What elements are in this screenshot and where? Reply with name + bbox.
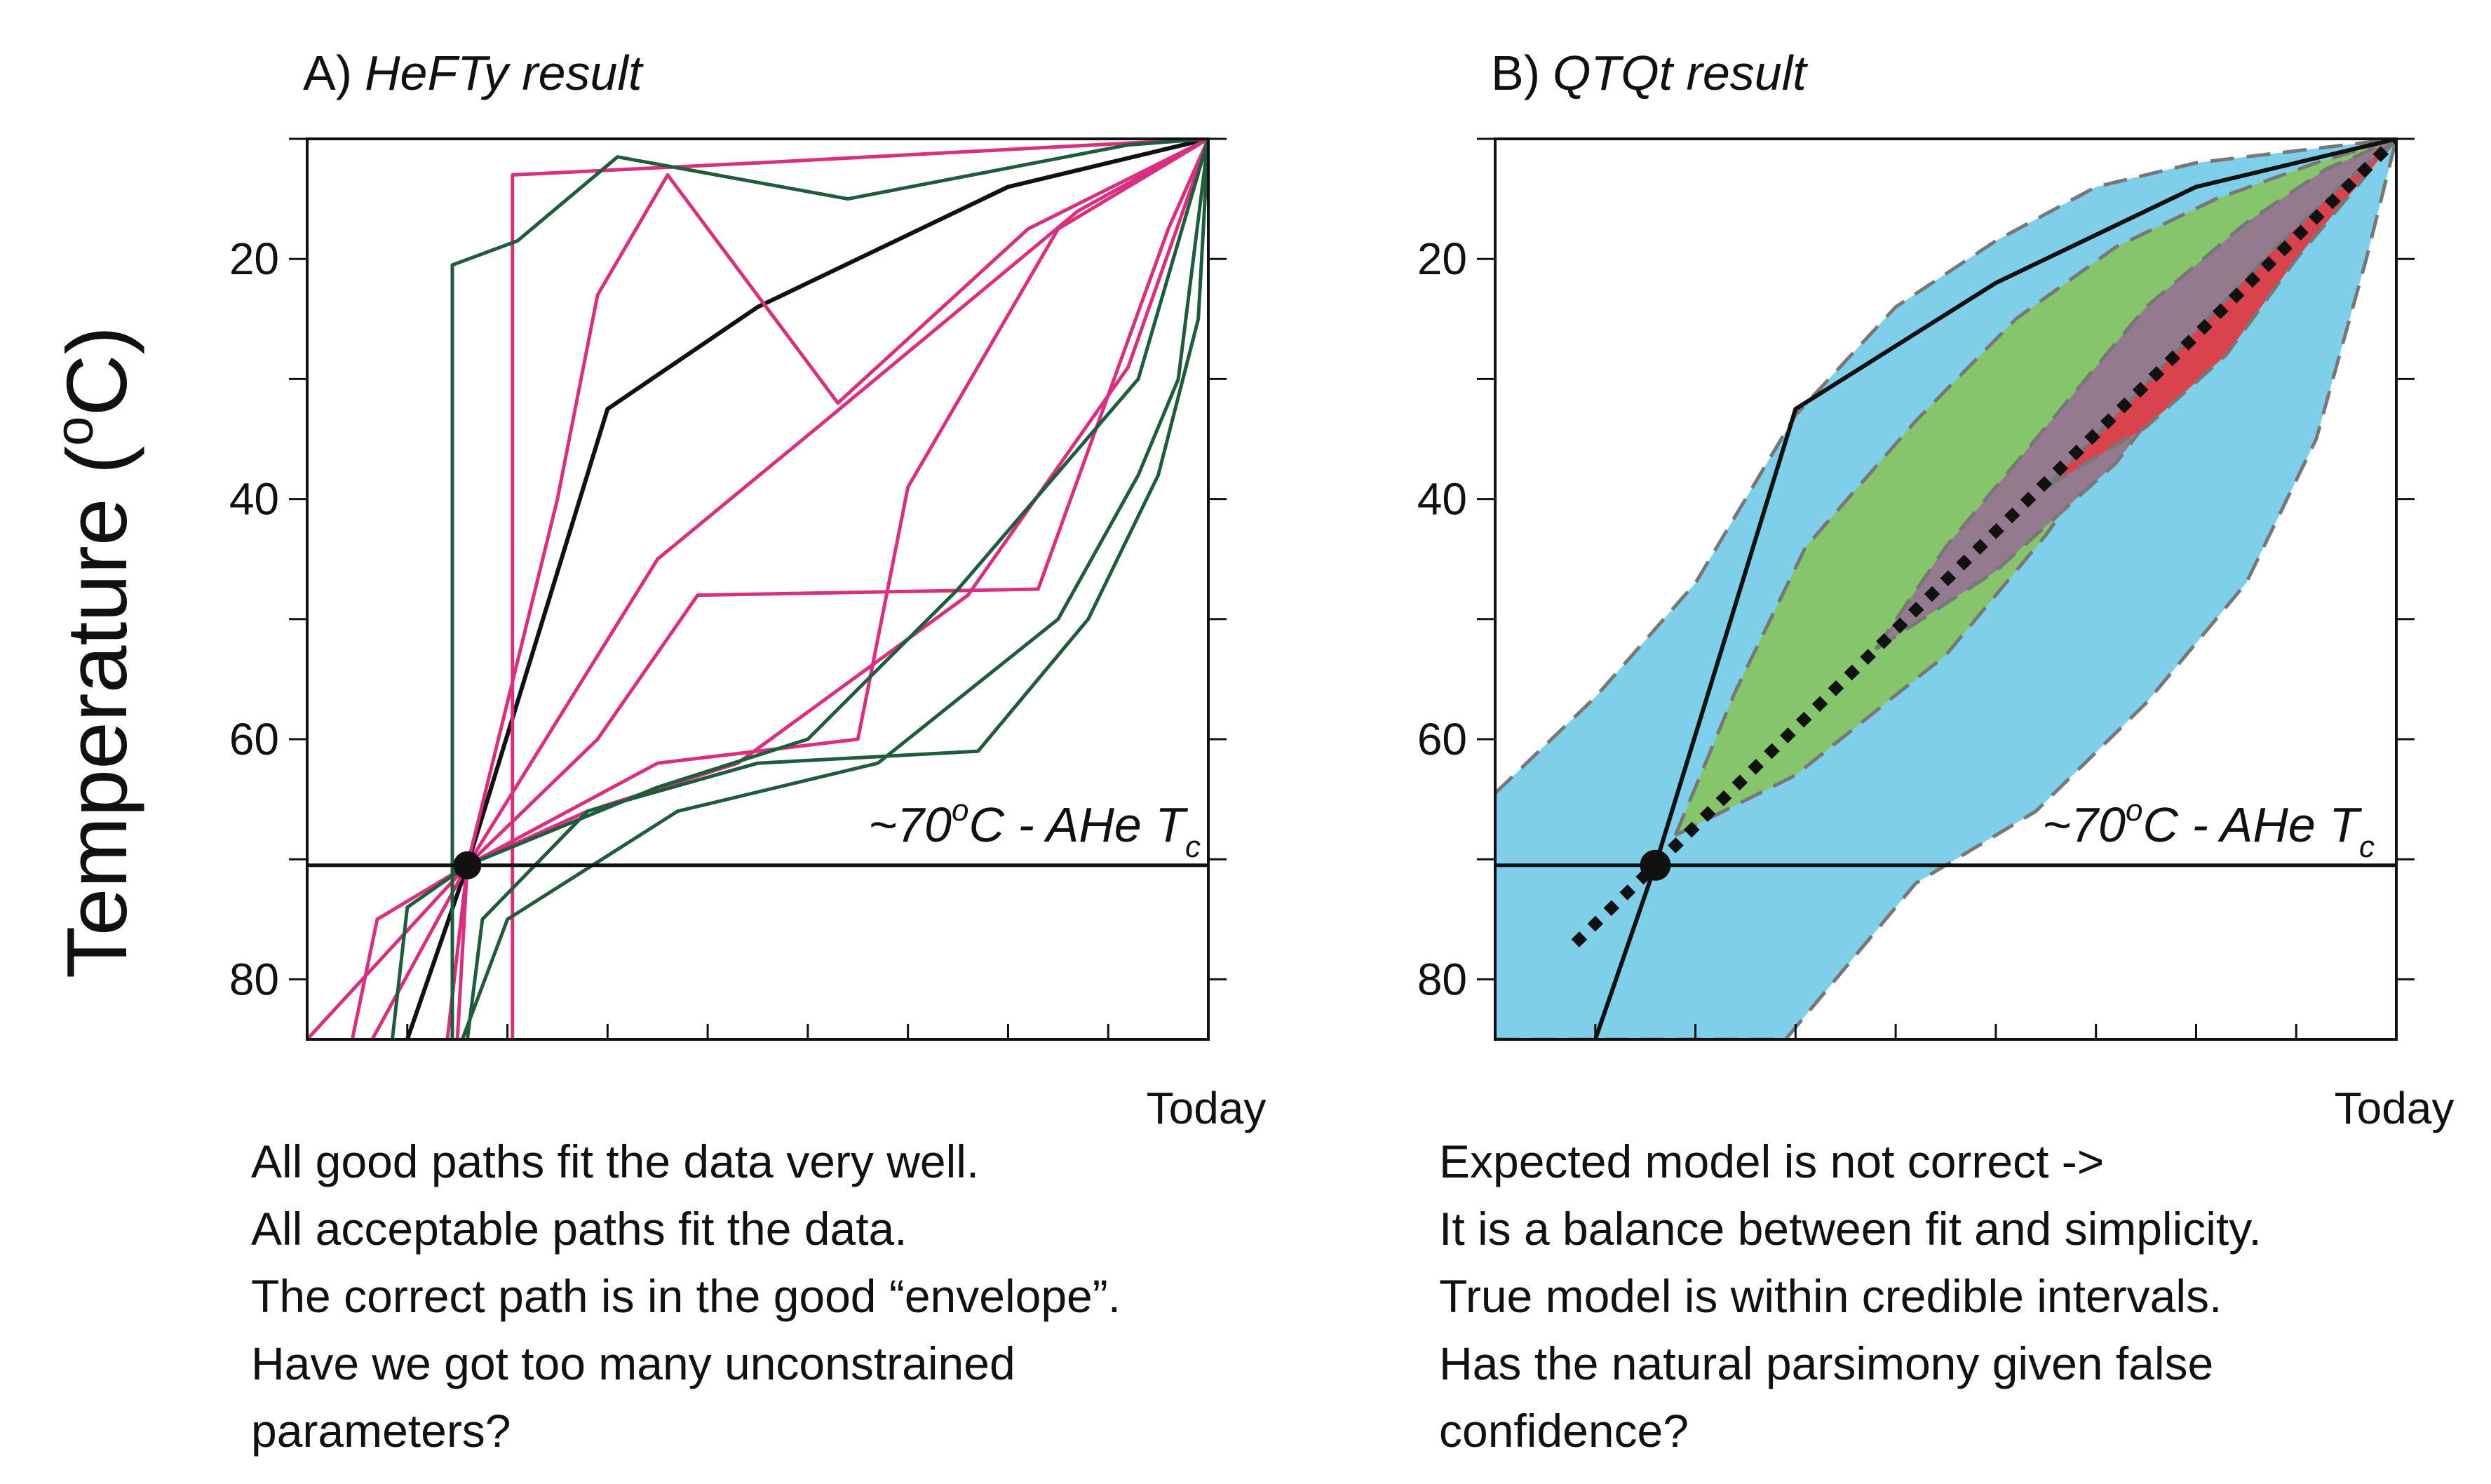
- panel-b-annotation-sub: c: [2359, 830, 2375, 864]
- panel-b-best-fit-interval-lower-bound: [2045, 139, 2396, 489]
- panel-a-y-tick-label: 20: [229, 234, 279, 284]
- panel-a-acceptable-path-1-line: [450, 139, 1208, 1039]
- panel-b-constraint-point: [1640, 849, 1671, 881]
- panel-b-outer-credible-interval-lower-bound: [1495, 139, 2396, 1039]
- panel-b-qtqt: B) QTQt result 20 40 60 80 ~70oC - AHe Tc To…: [1417, 46, 2455, 1133]
- panel-b-frame: [1494, 137, 2398, 1041]
- panel-a-acceptable-path-3-line: [390, 139, 1208, 1039]
- panel-a-acceptable-path-2-line: [465, 139, 1208, 1039]
- panel-b-note: confidence?: [1439, 1405, 1689, 1457]
- panel-a-good-path-5-line: [455, 139, 1208, 1039]
- panel-b-axes: 20 40 60 80: [1417, 137, 2415, 1041]
- y-axis-label-unit: C): [49, 326, 144, 417]
- panel-a-hefty: A) HeFTy result 20 40 60 80 ~70oC - AHe Tc T…: [229, 46, 1267, 1133]
- panel-a-annotation-sub: c: [1185, 830, 1201, 864]
- panel-a-y-tick-label: 40: [229, 474, 279, 525]
- panel-a-annotation-degree: o: [952, 793, 968, 828]
- panel-b-y-tick-label: 80: [1417, 954, 1467, 1004]
- panel-a-note: Have we got too many unconstrained: [251, 1337, 1015, 1389]
- panel-a-note: The correct path is in the good “envelop…: [251, 1270, 1121, 1322]
- panel-b-annotation-mid: C - AHe T: [2142, 797, 2362, 852]
- panel-b-outer-credible-interval-upper-bound: [1495, 139, 2396, 795]
- panel-b-y-tick-label: 40: [1417, 474, 1467, 525]
- panel-a-note: parameters?: [251, 1405, 511, 1457]
- panel-a-plot-area: [307, 139, 1208, 1039]
- panel-a-letter: A): [303, 46, 352, 100]
- panel-b-title-text: QTQt result: [1553, 46, 1808, 100]
- panel-a-axes: 20 40 60 80: [229, 137, 1227, 1041]
- panel-a-constraint-point: [453, 851, 482, 879]
- panel-a-annotation-mid: C - AHe T: [968, 797, 1188, 852]
- panel-a-annotation-prefix: ~70: [868, 797, 952, 852]
- panel-b-plot-area: [1495, 139, 2396, 1039]
- y-axis-label-degree: o: [45, 417, 104, 446]
- panel-b-letter: B): [1491, 46, 1540, 100]
- panel-a-y-tick-label: 80: [229, 954, 279, 1004]
- panel-b-note: It is a balance between fit and simplici…: [1439, 1203, 2262, 1255]
- panel-a-note: All good paths fit the data very well.: [251, 1135, 980, 1187]
- panel-a-annotation: ~70oC - AHe Tc: [868, 793, 1201, 864]
- panel-a-good-path-2-line: [445, 139, 1208, 1039]
- panel-a-good-path-3-line: [350, 139, 1208, 1039]
- panel-b-y-tick-label: 60: [1417, 714, 1467, 764]
- panel-b-note: Expected model is not correct ->: [1439, 1135, 2105, 1187]
- panel-b-note: Has the natural parsimony given false: [1439, 1337, 2214, 1389]
- panel-a-best-path-line: [405, 139, 1208, 1039]
- y-axis-label: Temperature (oC): [45, 326, 144, 978]
- panel-b-note: True model is within credible intervals.: [1439, 1270, 2222, 1322]
- panel-b-y-tick-label: 20: [1417, 234, 1467, 284]
- panel-a-title-text: HeFTy result: [365, 46, 644, 100]
- panel-b-true-model-line: [1593, 139, 2396, 1039]
- panel-a-frame: [306, 137, 1210, 1041]
- panel-b-annotation: ~70oC - AHe Tc: [2042, 793, 2375, 864]
- panel-b-inner-credible-interval-upper-bound: [1874, 139, 2396, 651]
- panel-b-x-label-today: Today: [2335, 1083, 2455, 1133]
- panel-a-acceptable-path-4-line: [460, 139, 1208, 1039]
- y-axis-label-text: Temperature (: [49, 446, 144, 978]
- panel-a-note: All acceptable paths fit the data.: [251, 1203, 907, 1255]
- panel-a-x-label-today: Today: [1147, 1083, 1267, 1133]
- panel-b-middle-credible-interval-upper-bound: [1673, 139, 2396, 836]
- panel-a-title: A) HeFTy result: [303, 46, 644, 100]
- panel-b-title: B) QTQt result: [1491, 46, 1808, 100]
- panel-b-annotation-prefix: ~70: [2042, 797, 2126, 852]
- panel-a-notes: All good paths fit the data very well. A…: [251, 1128, 1121, 1464]
- panel-b-notes: Expected model is not correct -> It is a…: [1439, 1128, 2262, 1464]
- panel-b-annotation-degree: o: [2126, 793, 2142, 828]
- panel-a-y-tick-label: 60: [229, 714, 279, 764]
